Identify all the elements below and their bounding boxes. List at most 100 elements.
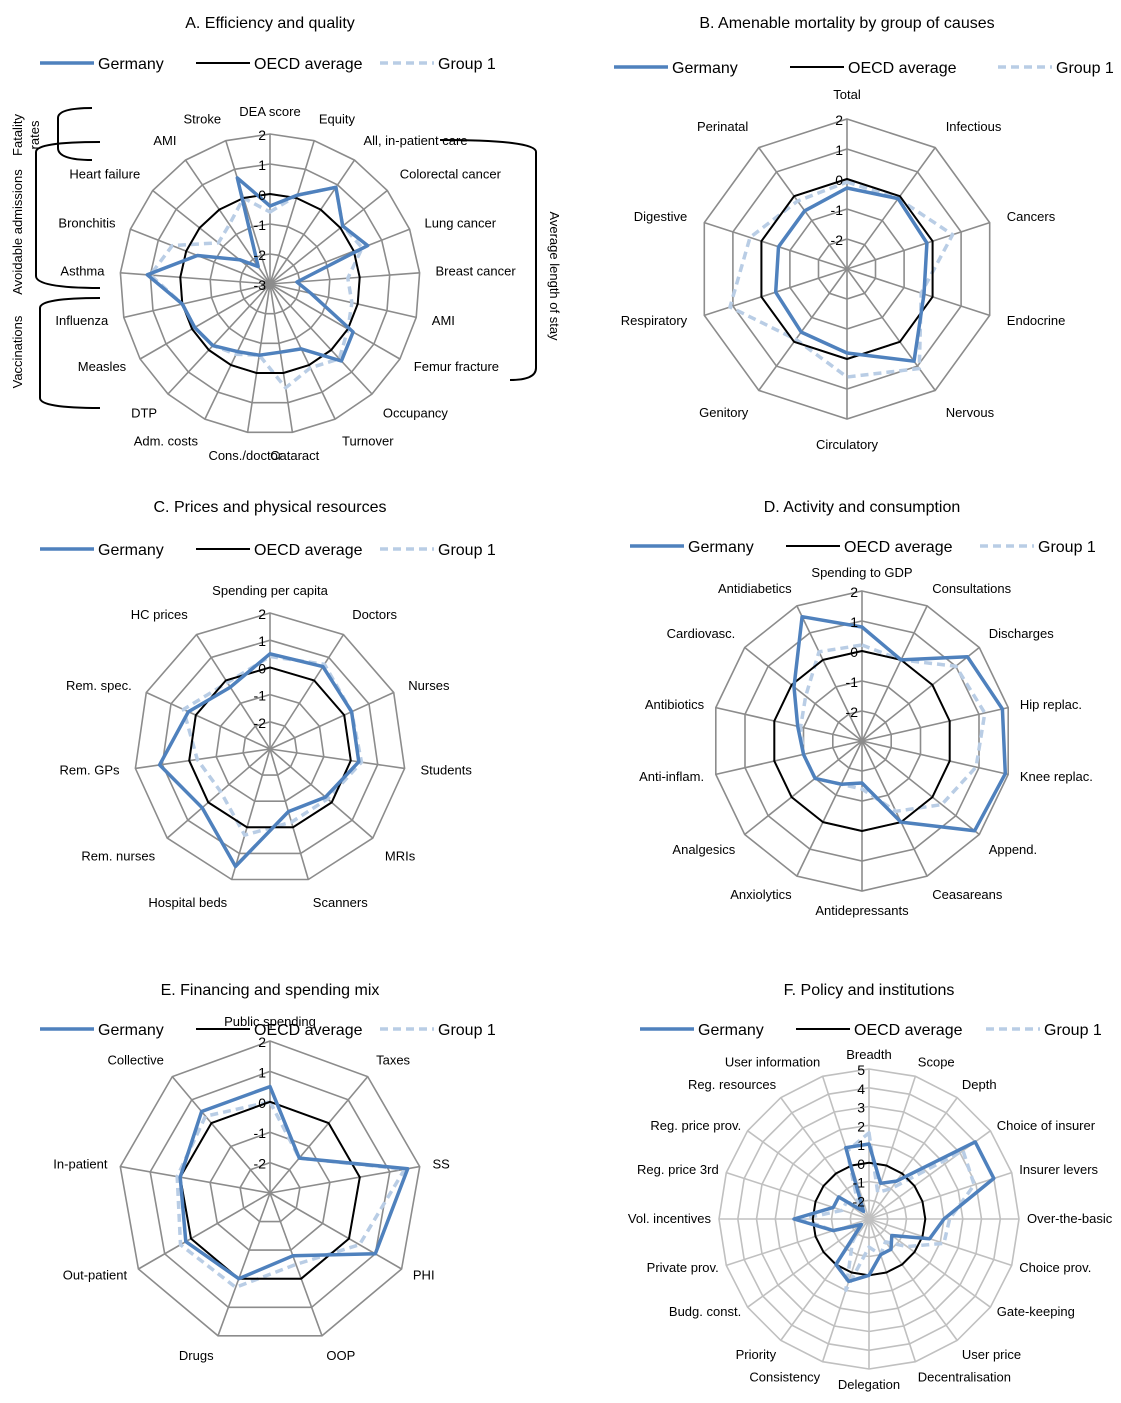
- category-label: Doctors: [352, 607, 397, 622]
- legend-label: OECD average: [848, 60, 957, 77]
- legend-label: Group 1: [438, 542, 496, 559]
- tick-label: -2: [254, 1156, 267, 1172]
- grid-ring: [119, 1040, 421, 1337]
- tick-label: 1: [850, 614, 858, 630]
- category-label: Gate-keeping: [997, 1304, 1075, 1319]
- category-label: HC prices: [131, 607, 189, 622]
- category-label: Scanners: [313, 895, 368, 910]
- grid-spoke: [868, 1218, 991, 1308]
- series-line-oecd-average: [179, 193, 361, 374]
- grid-spoke: [269, 140, 315, 285]
- legend-label: Germany: [98, 56, 164, 73]
- grid-spoke: [120, 1165, 271, 1194]
- tick-label: 2: [857, 1118, 865, 1134]
- tick-label: 1: [857, 1137, 865, 1153]
- category-label: Perinatal: [697, 119, 748, 134]
- grid-spoke: [269, 634, 345, 750]
- category-label: Over-the-basic: [1027, 1211, 1113, 1226]
- category-label: User information: [725, 1055, 820, 1070]
- tick-label: 0: [835, 172, 843, 188]
- grid-spoke: [269, 1192, 403, 1270]
- grid-ring: [209, 1131, 331, 1251]
- category-label: Private prov.: [647, 1260, 719, 1275]
- grid-spoke: [171, 1076, 271, 1194]
- grid-ring: [239, 1161, 301, 1223]
- chart-title: F. Policy and institutions: [784, 982, 955, 999]
- category-label: Insurer levers: [1019, 1162, 1098, 1177]
- legend-label: OECD average: [254, 542, 363, 559]
- grid-ring: [161, 639, 379, 855]
- tick-label: -2: [254, 715, 267, 731]
- category-label: Priority: [736, 1347, 777, 1362]
- grid-spoke: [137, 1192, 271, 1270]
- grid-spoke: [868, 1171, 1012, 1220]
- grid-spoke: [868, 1076, 917, 1220]
- category-label: Drugs: [179, 1348, 214, 1363]
- grid-spoke: [120, 272, 271, 285]
- category-label: Bronchitis: [58, 215, 116, 230]
- category-label: AMI: [153, 133, 176, 148]
- grid-spoke: [715, 706, 863, 742]
- grid-ring: [242, 720, 298, 776]
- category-label: Nervous: [946, 405, 995, 420]
- category-label: Femur fracture: [414, 359, 499, 374]
- category-label: In-patient: [53, 1156, 108, 1171]
- grid-ring: [149, 163, 391, 404]
- grid-spoke: [246, 283, 271, 433]
- category-label: OOP: [326, 1348, 355, 1363]
- category-label: Collective: [108, 1053, 164, 1068]
- category-label: Consistency: [749, 1369, 820, 1384]
- series-line-oecd-average: [773, 650, 951, 832]
- category-label: Rem. GPs: [60, 763, 120, 778]
- category-label: DTP: [131, 406, 157, 421]
- category-label: Decentralisation: [918, 1369, 1011, 1384]
- category-label: Hip replac.: [1020, 697, 1082, 712]
- grid-ring: [119, 133, 421, 434]
- grid-spoke: [715, 740, 863, 776]
- category-label: Scope: [918, 1055, 955, 1070]
- category-label: Antibiotics: [645, 697, 705, 712]
- category-label: Asthma: [60, 264, 105, 279]
- tick-label: 3: [857, 1100, 865, 1116]
- category-label: Knee replac.: [1020, 769, 1093, 784]
- legend-label: Germany: [672, 60, 738, 77]
- category-label: Spending per capita: [212, 583, 328, 598]
- grid-spoke: [747, 1218, 870, 1308]
- grid-spoke: [846, 221, 990, 270]
- category-label: Total: [833, 87, 861, 102]
- series-line-oecd-average: [760, 178, 934, 360]
- grid-spoke: [230, 748, 271, 880]
- category-label: SS: [433, 1156, 451, 1171]
- tick-label: -1: [254, 217, 267, 233]
- legend-label: OECD average: [854, 1022, 963, 1039]
- grid-spoke: [269, 748, 374, 839]
- grid-spoke: [861, 740, 1009, 776]
- legend-label: Group 1: [438, 56, 496, 73]
- category-label: MRIs: [385, 849, 416, 864]
- category-label: Consultations: [932, 581, 1011, 596]
- legend-label: OECD average: [254, 56, 363, 73]
- chart-title: A. Efficiency and quality: [185, 15, 355, 32]
- tick-label: -2: [853, 1193, 866, 1209]
- grid-spoke: [269, 691, 395, 750]
- category-label: Students: [421, 763, 473, 778]
- category-label: Public spending: [224, 1014, 316, 1029]
- category-label: Colorectal cancer: [400, 167, 502, 182]
- category-label: Rem. nurses: [81, 849, 155, 864]
- tick-label: 1: [258, 157, 266, 173]
- grid-ring: [239, 253, 301, 315]
- category-label: Turnover: [342, 434, 394, 449]
- tick-label: 2: [258, 606, 266, 622]
- series-line-germany: [792, 614, 1008, 833]
- category-label: Anxiolytics: [730, 887, 792, 902]
- grid-ring: [209, 223, 331, 345]
- category-label: AMI: [432, 313, 455, 328]
- grid-spoke: [796, 740, 863, 877]
- category-label: Choice prov.: [1019, 1260, 1091, 1275]
- category-label: Cataract: [270, 448, 320, 463]
- tick-label: 2: [258, 127, 266, 143]
- tick-label: -1: [853, 1175, 866, 1191]
- legend-label: OECD average: [844, 539, 953, 556]
- chart-title: B. Amenable mortality by group of causes: [699, 15, 994, 32]
